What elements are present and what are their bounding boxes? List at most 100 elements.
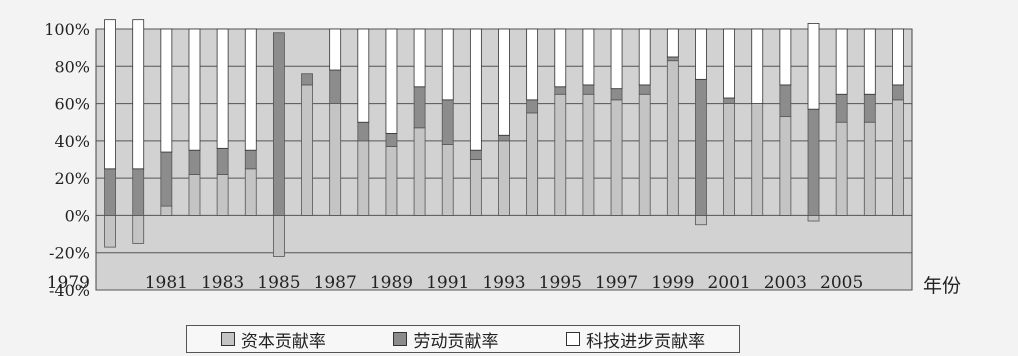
x-tick-label: 1993 xyxy=(482,273,525,293)
bar-segment xyxy=(835,93,848,123)
bar-segment xyxy=(441,144,454,216)
bar-segment xyxy=(582,28,595,86)
legend-item-labor: 劳动贡献率 xyxy=(393,327,498,352)
bar-segment xyxy=(863,28,876,95)
bar-segment xyxy=(301,84,313,216)
bar-segment xyxy=(807,23,820,110)
bar-segment xyxy=(160,205,173,216)
bar-segment xyxy=(835,28,848,95)
legend-item-tech: 科技进步贡献率 xyxy=(566,327,705,352)
bar-segment xyxy=(244,28,257,151)
x-tick-label: 1991 xyxy=(426,273,469,293)
bar-segment xyxy=(779,116,792,216)
x-tick-label: 1987 xyxy=(314,273,357,293)
bar-segment xyxy=(357,121,370,142)
x-tick-label: 2005 xyxy=(820,273,863,293)
bar-segment xyxy=(357,140,370,216)
bar-segment xyxy=(807,215,820,222)
x-tick-label: 2001 xyxy=(707,273,750,293)
bar-segment xyxy=(723,28,736,99)
bar-segment xyxy=(132,19,145,170)
x-tick-label: 1989 xyxy=(370,273,413,293)
bar-segment xyxy=(104,19,116,170)
bar-segment xyxy=(526,28,539,101)
bar-segment xyxy=(779,84,792,118)
bar-segment xyxy=(272,215,285,257)
x-tick-label: 1999 xyxy=(651,273,694,293)
legend-label-labor: 劳动贡献率 xyxy=(413,331,499,352)
bar-segment xyxy=(216,28,229,149)
bar-segment xyxy=(469,159,482,216)
bar-segment xyxy=(638,84,651,95)
bar-segment xyxy=(498,28,510,136)
bar-segment xyxy=(301,73,313,86)
bar-segment xyxy=(498,140,510,216)
legend-swatch-tech xyxy=(566,332,581,346)
bar-segment xyxy=(638,28,651,86)
bar-segment xyxy=(695,28,707,80)
bar-segment xyxy=(216,147,229,175)
bar-segment xyxy=(385,28,398,134)
bar-segment xyxy=(244,168,257,216)
bar-segment xyxy=(188,174,201,216)
bar-segment xyxy=(582,93,595,216)
bar-segment xyxy=(807,108,820,216)
bar-segment xyxy=(413,28,426,88)
x-axis-unit-label: 年份 xyxy=(923,275,961,297)
bar-segment xyxy=(666,28,679,58)
bar-segment xyxy=(385,146,398,216)
bar-segment xyxy=(498,134,510,142)
x-tick-label: 1979 xyxy=(47,273,90,293)
bar-segment xyxy=(357,28,370,123)
x-tick-label: 1985 xyxy=(257,273,300,293)
bar-segment xyxy=(441,28,454,101)
bar-segment xyxy=(610,28,623,90)
bar-segment xyxy=(723,103,736,216)
bar-segment xyxy=(892,84,904,101)
chart-legend: 资本贡献率 劳动贡献率 科技进步贡献率 xyxy=(186,325,740,353)
legend-swatch-labor xyxy=(393,332,408,346)
bar-segment xyxy=(695,78,707,216)
bar-segment xyxy=(723,97,736,104)
bar-segment xyxy=(329,28,342,71)
bar-segment xyxy=(104,215,116,248)
x-tick-label: 1995 xyxy=(539,273,582,293)
legend-swatch-capital xyxy=(220,332,235,346)
bar-segment xyxy=(188,149,201,175)
y-tick-label: 0% xyxy=(65,206,90,225)
legend-item-capital: 资本贡献率 xyxy=(220,327,326,352)
bar-segment xyxy=(638,93,651,216)
bar-segment xyxy=(695,215,707,226)
x-tick-label: 1981 xyxy=(145,273,188,293)
y-tick-label: 40% xyxy=(54,132,90,151)
bar-segment xyxy=(469,28,482,151)
bar-segment xyxy=(892,28,904,86)
y-tick-label: -40% xyxy=(49,281,90,300)
legend-label-capital: 资本贡献率 xyxy=(240,331,326,352)
bar-segment xyxy=(188,28,201,151)
bar-segment xyxy=(329,103,342,216)
y-tick-label: 80% xyxy=(54,57,90,76)
bar-segment xyxy=(610,88,623,101)
bar-segment xyxy=(244,149,257,170)
bar-segment xyxy=(526,112,539,216)
bar-segment xyxy=(469,149,482,160)
bar-segment xyxy=(554,28,567,88)
bar-segment xyxy=(526,99,539,114)
bar-segment xyxy=(132,215,145,244)
bar-segment xyxy=(751,103,764,216)
bar-segment xyxy=(835,121,848,216)
bar-segment xyxy=(441,99,454,145)
x-tick-label: 1997 xyxy=(595,273,638,293)
bar-segment xyxy=(554,93,567,216)
bar-segment xyxy=(666,56,679,62)
bar-segment xyxy=(863,93,876,123)
y-tick-label: 60% xyxy=(54,95,90,114)
bar-segment xyxy=(610,99,623,216)
bar-segment xyxy=(413,86,426,129)
bar-segment xyxy=(329,69,342,104)
chart-svg: 100% 80% 60% 40% 20% 0% -20% -40%1979 1981 1983 19… xyxy=(44,19,961,300)
bar-segment xyxy=(132,168,145,216)
bar-segment xyxy=(104,168,116,216)
